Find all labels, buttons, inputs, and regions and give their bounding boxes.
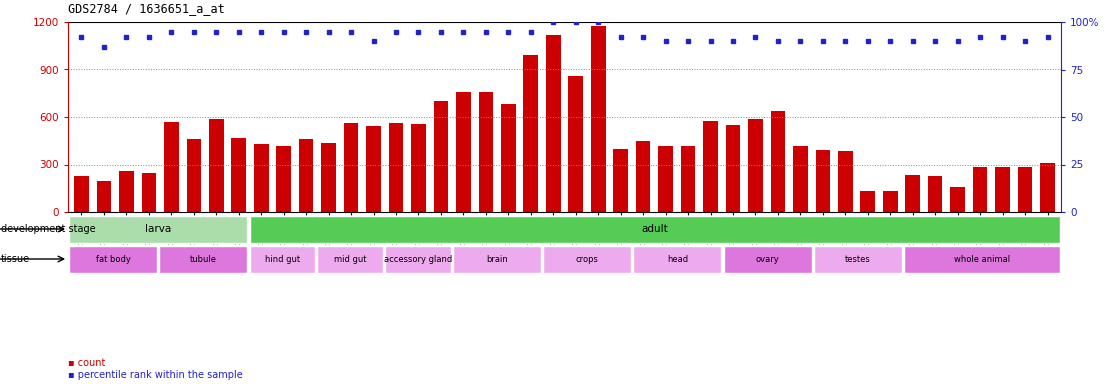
Bar (793, 146, 808, 212)
Bar (453, 245, 541, 273)
Bar (321, 143, 336, 212)
Text: crops: crops (576, 255, 598, 263)
Text: fat body: fat body (96, 255, 131, 263)
Bar (723, 245, 811, 273)
Bar (299, 139, 314, 212)
Text: hind gut: hind gut (264, 255, 300, 263)
Text: ovary: ovary (756, 255, 779, 263)
Bar (119, 171, 134, 212)
Text: adult: adult (642, 224, 668, 234)
Bar (186, 139, 201, 212)
Text: development stage: development stage (1, 224, 96, 234)
Text: mid gut: mid gut (334, 255, 366, 263)
Text: whole animal: whole animal (954, 255, 1010, 263)
Bar (748, 119, 762, 212)
Bar (160, 245, 248, 273)
Bar (479, 93, 493, 212)
Bar (883, 191, 897, 212)
Bar (838, 151, 853, 212)
Bar (142, 173, 156, 212)
Bar (501, 104, 516, 212)
Bar (860, 191, 875, 212)
Bar (231, 137, 246, 212)
Bar (250, 215, 1060, 243)
Text: tissue: tissue (1, 254, 30, 264)
Bar (634, 245, 721, 273)
Bar (385, 245, 451, 273)
Text: brain: brain (485, 255, 508, 263)
Bar (277, 146, 291, 212)
Bar (388, 122, 403, 212)
Bar (69, 245, 157, 273)
Bar (209, 119, 223, 212)
Bar (74, 175, 89, 212)
Bar (995, 167, 1010, 212)
Bar (434, 101, 449, 212)
Bar (973, 167, 988, 212)
Text: ▪ percentile rank within the sample: ▪ percentile rank within the sample (68, 370, 243, 380)
Text: accessory gland: accessory gland (384, 255, 452, 263)
Text: head: head (666, 255, 687, 263)
Bar (546, 35, 560, 212)
Bar (543, 245, 631, 273)
Bar (366, 126, 381, 212)
Bar (254, 144, 269, 212)
Bar (771, 111, 786, 212)
Bar (317, 245, 383, 273)
Bar (1018, 167, 1032, 212)
Text: larva: larva (145, 224, 172, 234)
Bar (590, 26, 606, 212)
Bar (568, 76, 583, 212)
Text: tubule: tubule (190, 255, 217, 263)
Bar (69, 215, 248, 243)
Bar (523, 55, 538, 212)
Bar (658, 146, 673, 212)
Bar (1040, 163, 1055, 212)
Bar (636, 141, 651, 212)
Bar (164, 122, 179, 212)
Bar (411, 124, 426, 212)
Text: testes: testes (845, 255, 870, 263)
Bar (814, 245, 902, 273)
Text: ▪ count: ▪ count (68, 358, 105, 368)
Bar (250, 245, 315, 273)
Bar (905, 175, 920, 212)
Bar (681, 146, 695, 212)
Text: GDS2784 / 1636651_a_at: GDS2784 / 1636651_a_at (68, 2, 224, 15)
Bar (344, 122, 358, 212)
Bar (703, 121, 718, 212)
Bar (927, 176, 943, 212)
Bar (97, 181, 112, 212)
Bar (951, 187, 965, 212)
Bar (614, 149, 628, 212)
Bar (816, 150, 830, 212)
Bar (456, 92, 471, 212)
Bar (725, 125, 740, 212)
Bar (904, 245, 1060, 273)
